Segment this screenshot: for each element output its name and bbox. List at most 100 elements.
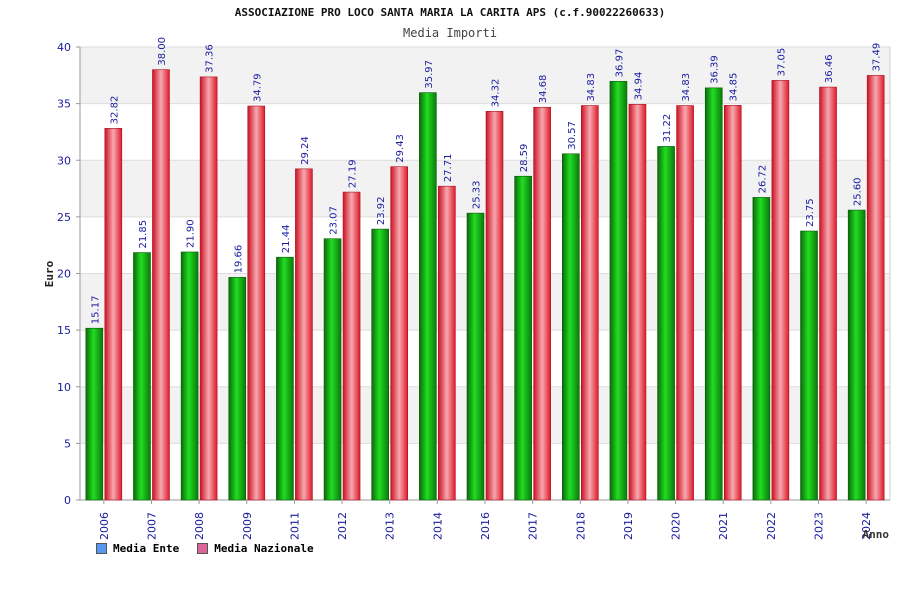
x-tick-label: 2011 — [288, 512, 301, 540]
data-label-media-ente: 21.90 — [186, 219, 197, 248]
data-label-media-ente: 31.22 — [662, 114, 673, 143]
y-tick-label: 25 — [57, 211, 71, 224]
data-label-media-nazionale: 37.05 — [776, 48, 787, 77]
bar-media-ente — [85, 327, 104, 501]
data-label-media-ente: 26.72 — [757, 165, 768, 194]
x-tick-label: 2013 — [384, 512, 397, 540]
bar-media-ente — [276, 256, 294, 501]
data-label-media-nazionale: 27.19 — [348, 159, 359, 188]
bar-media-nazionale — [152, 69, 170, 501]
x-tick-label: 2022 — [765, 512, 778, 540]
data-label-media-nazionale: 37.36 — [205, 44, 216, 73]
x-tick-label: 2019 — [622, 512, 635, 540]
bar-media-ente — [609, 81, 628, 501]
x-tick-label: 2006 — [98, 512, 111, 540]
chart-title: ASSOCIAZIONE PRO LOCO SANTA MARIA LA CAR… — [235, 6, 665, 19]
x-tick-label: 2023 — [813, 512, 826, 540]
bar-media-ente — [800, 230, 818, 501]
bar-media-ente — [180, 251, 199, 501]
data-label-media-ente: 23.07 — [329, 206, 340, 235]
data-label-media-nazionale: 29.43 — [395, 134, 406, 163]
bar-media-ente — [847, 209, 866, 501]
bar-media-nazionale — [438, 185, 456, 501]
x-tick-label: 2014 — [431, 512, 444, 540]
bar-media-nazionale — [199, 76, 218, 501]
data-label-media-ente: 21.44 — [281, 225, 292, 254]
x-tick-label: 2024 — [860, 512, 873, 540]
y-axis-label: Euro — [43, 260, 56, 287]
data-label-media-nazionale: 34.32 — [491, 79, 502, 108]
data-label-media-nazionale: 34.79 — [252, 73, 263, 102]
bar-media-ente — [514, 175, 532, 501]
y-tick-label: 10 — [57, 381, 71, 394]
bar-media-nazionale — [247, 105, 266, 501]
y-tick-label: 40 — [57, 41, 71, 54]
bar-media-nazionale — [723, 105, 742, 501]
bar-media-nazionale — [104, 128, 123, 501]
bar-media-ente — [371, 228, 390, 501]
legend-item-media-ente: Media Ente — [96, 542, 179, 555]
data-label-media-ente: 30.57 — [567, 121, 578, 150]
data-label-media-ente: 23.75 — [805, 198, 816, 227]
x-tick-label: 2007 — [145, 512, 158, 540]
x-tick-label: 2009 — [241, 512, 254, 540]
data-label-media-ente: 25.60 — [853, 177, 864, 206]
x-tick-label: 2020 — [670, 512, 683, 540]
x-tick-label: 2016 — [479, 512, 492, 540]
legend-swatch-media-ente — [96, 543, 107, 554]
y-tick-label: 0 — [64, 494, 71, 507]
bar-media-nazionale — [819, 86, 837, 501]
data-label-media-nazionale: 37.49 — [872, 43, 883, 72]
data-label-media-nazionale: 29.24 — [300, 136, 311, 165]
data-label-media-ente: 19.66 — [233, 245, 244, 274]
bar-media-nazionale — [533, 106, 551, 501]
bar-media-ente — [466, 212, 485, 501]
data-label-media-ente: 35.97 — [424, 60, 435, 89]
bar-media-ente — [704, 87, 723, 501]
y-tick-label: 30 — [57, 154, 71, 167]
y-tick-label: 35 — [57, 98, 71, 111]
y-tick-label: 15 — [57, 324, 71, 337]
x-tick-label: 2017 — [527, 512, 540, 540]
data-label-media-nazionale: 34.94 — [633, 72, 644, 101]
bar-media-nazionale — [866, 75, 885, 501]
data-label-media-nazionale: 27.71 — [443, 154, 454, 183]
data-label-media-nazionale: 34.83 — [586, 73, 597, 102]
data-label-media-nazionale: 34.83 — [681, 73, 692, 102]
x-axis-label: Anno — [863, 528, 890, 541]
x-tick-label: 2012 — [336, 512, 349, 540]
legend-label-media-ente: Media Ente — [113, 542, 180, 555]
data-label-media-ente: 23.92 — [376, 196, 387, 225]
bar-media-ente — [752, 197, 771, 501]
data-label-media-ente: 36.39 — [710, 55, 721, 84]
legend-item-media-nazionale: Media Nazionale — [197, 542, 314, 555]
bar-media-nazionale — [390, 166, 409, 501]
data-label-media-ente: 36.97 — [614, 49, 625, 78]
bar-media-nazionale — [676, 105, 694, 501]
legend: Media Ente Media Nazionale — [96, 542, 314, 555]
data-label-media-ente: 21.85 — [138, 220, 149, 249]
y-tick-label: 20 — [57, 268, 71, 281]
data-label-media-ente: 28.59 — [519, 144, 530, 173]
data-label-media-nazionale: 34.68 — [538, 75, 549, 104]
data-label-media-nazionale: 38.00 — [157, 37, 168, 66]
chart-subtitle: Media Importi — [403, 26, 497, 40]
bar-media-ente — [657, 146, 675, 501]
bar-media-ente — [133, 252, 151, 501]
bar-media-ente — [323, 238, 342, 501]
bar-media-nazionale — [295, 168, 313, 501]
bar-media-nazionale — [628, 104, 647, 501]
data-label-media-ente: 25.33 — [472, 180, 483, 209]
data-label-media-nazionale: 34.85 — [729, 73, 740, 102]
bar-media-nazionale — [580, 105, 599, 501]
data-label-media-nazionale: 36.46 — [824, 54, 835, 83]
x-tick-label: 2018 — [574, 512, 587, 540]
y-tick-label: 5 — [64, 437, 71, 450]
data-label-media-nazionale: 32.82 — [109, 96, 120, 125]
data-label-media-ente: 15.17 — [90, 296, 101, 325]
bar-media-ente — [228, 277, 247, 501]
bar-media-nazionale — [771, 80, 790, 501]
bar-media-nazionale — [485, 111, 504, 501]
bar-media-ente — [419, 92, 437, 501]
